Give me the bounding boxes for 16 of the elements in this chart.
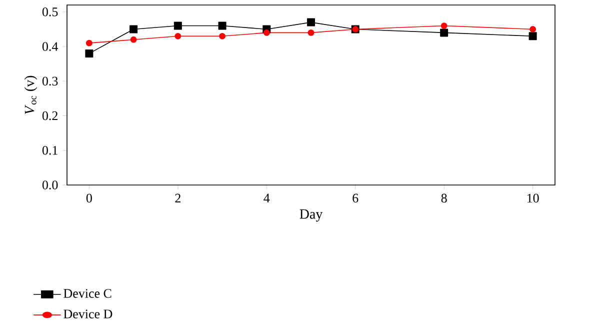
- y-tick-label: 0.1: [42, 146, 58, 155]
- legend-label: Device C: [64, 289, 112, 298]
- x-tick-label: 10: [527, 194, 539, 203]
- y-tick-label: 0.4: [42, 42, 58, 51]
- y-tick-label: 0.0: [42, 180, 58, 190]
- x-tick-label: 0: [86, 194, 92, 203]
- x-tick-label: 4: [264, 194, 270, 202]
- x-tick-label: 2: [175, 194, 180, 202]
- y-axis-title: V$_{oc}$ (v): [24, 76, 38, 114]
- x-axis-title: Day: [300, 209, 323, 222]
- x-tick-label: 6: [352, 194, 358, 203]
- legend-label: Device D: [64, 310, 112, 318]
- y-tick-label: 0.2: [42, 111, 58, 120]
- y-tick-label: 0.5: [42, 8, 58, 16]
- x-tick-label: 8: [441, 194, 447, 203]
- y-tick-label: 0.3: [42, 76, 58, 86]
